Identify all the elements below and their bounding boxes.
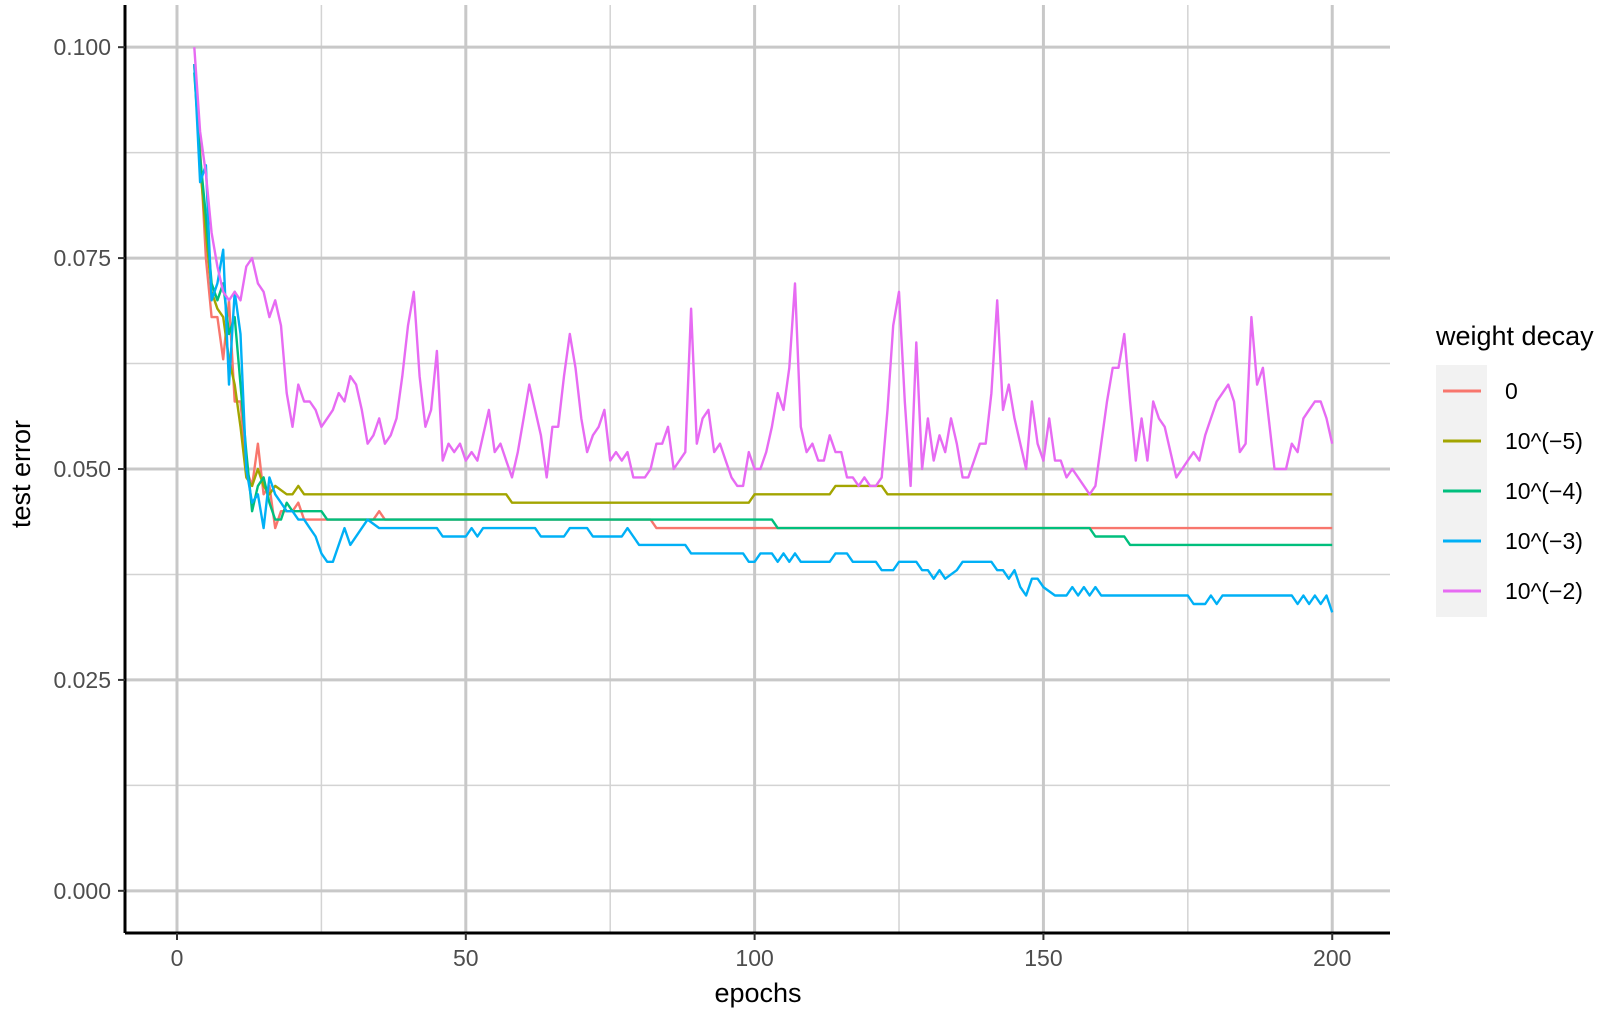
legend-label-4: 10^(−2) xyxy=(1505,578,1583,604)
legend-title: weight decay xyxy=(1435,321,1594,351)
y-tick-label: 0.050 xyxy=(53,456,111,482)
legend-label-0: 0 xyxy=(1505,378,1518,404)
series-layer xyxy=(193,47,1334,613)
grid-layer xyxy=(125,5,1390,933)
legend-label-1: 10^(−5) xyxy=(1505,428,1583,454)
axis-layer: 0 50 100 150 200 0.000 0.025 0.050 0.075 0.100 xyxy=(53,5,1390,971)
series-line-2 xyxy=(193,72,1333,547)
legend-label-3: 10^(−3) xyxy=(1505,528,1583,554)
x-tick-label: 150 xyxy=(1024,945,1062,971)
y-tick-label: 0.075 xyxy=(53,245,111,271)
x-tick-label: 0 xyxy=(171,945,184,971)
y-axis-title: test error xyxy=(6,420,36,528)
y-tick-label: 0.100 xyxy=(53,34,111,60)
series-line-1 xyxy=(193,64,1333,504)
legend: weight decay 0 10^(−5) 10^(−4) 10^(−3) 10^(−… xyxy=(1435,321,1594,617)
x-tick-label: 100 xyxy=(735,945,773,971)
y-tick-label: 0.000 xyxy=(53,878,111,904)
series-line-3 xyxy=(193,64,1334,613)
legend-label-2: 10^(−4) xyxy=(1505,478,1583,504)
x-axis-title: epochs xyxy=(714,978,801,1008)
x-tick-label: 200 xyxy=(1313,945,1351,971)
legend-items: 0 10^(−5) 10^(−4) 10^(−3) 10^(−2) xyxy=(1443,378,1583,604)
series-line-4 xyxy=(193,47,1334,496)
y-tick-label: 0.025 xyxy=(53,667,111,693)
x-tick-label: 50 xyxy=(453,945,479,971)
